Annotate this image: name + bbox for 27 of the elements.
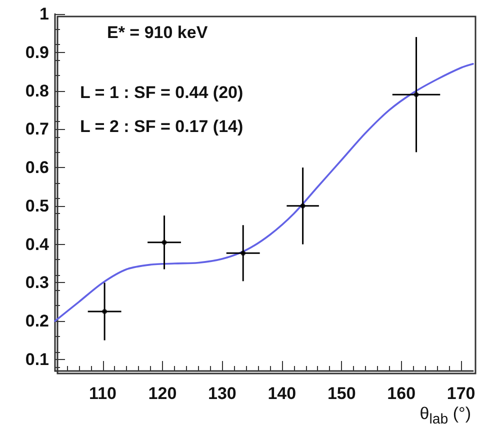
x-tick-label: 140 <box>268 384 296 403</box>
annotation: E* = 910 keV <box>107 23 208 42</box>
y-tick-label: 0.7 <box>25 120 49 139</box>
x-axis-title: θ$_{lab}$ (°) <box>420 404 471 428</box>
x-tick-label: 160 <box>387 384 416 403</box>
point <box>240 250 246 256</box>
annotation: L = 2 : SF = 0.17 (14) <box>80 117 244 136</box>
x-tick-label: 150 <box>327 384 356 403</box>
y-tick-label: 1 <box>40 4 49 24</box>
y-tick-label: 0.3 <box>25 273 49 292</box>
y-tick-label: 0.8 <box>25 81 49 100</box>
y-tick-label: 0.6 <box>25 158 49 178</box>
point <box>300 203 306 208</box>
point <box>162 240 167 245</box>
y-tick-label: 0.9 <box>25 42 49 62</box>
x-tick-label: 110 <box>89 384 116 403</box>
y-tick-label: 0.5 <box>25 196 49 216</box>
x-tick-label: 130 <box>208 384 236 403</box>
point <box>414 92 419 98</box>
y-tick-label: 0.2 <box>25 312 49 331</box>
x-tick-label: 170 <box>446 384 476 403</box>
y-tick-label: 0.1 <box>25 350 49 369</box>
annotation: L = 1 : SF = 0.44 (20) <box>80 83 244 102</box>
x-tick-label: 120 <box>148 384 177 403</box>
y-tick-label: 0.4 <box>25 234 50 254</box>
point <box>102 309 108 314</box>
line-series <box>54 63 474 322</box>
